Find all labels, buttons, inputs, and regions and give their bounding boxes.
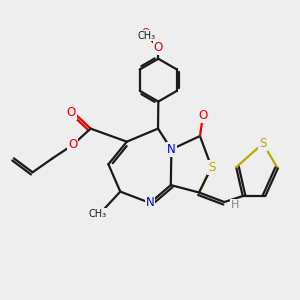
Text: N: N <box>146 196 154 209</box>
Text: O: O <box>198 109 208 122</box>
Text: S: S <box>259 137 267 150</box>
Text: O: O <box>66 106 76 119</box>
Text: CH₃: CH₃ <box>88 209 106 219</box>
Text: O: O <box>141 28 150 38</box>
Text: CH₃: CH₃ <box>138 31 156 40</box>
Text: N: N <box>167 143 176 156</box>
Text: H: H <box>230 200 239 210</box>
Text: S: S <box>208 161 215 174</box>
Text: O: O <box>154 41 163 54</box>
Text: O: O <box>68 138 77 152</box>
